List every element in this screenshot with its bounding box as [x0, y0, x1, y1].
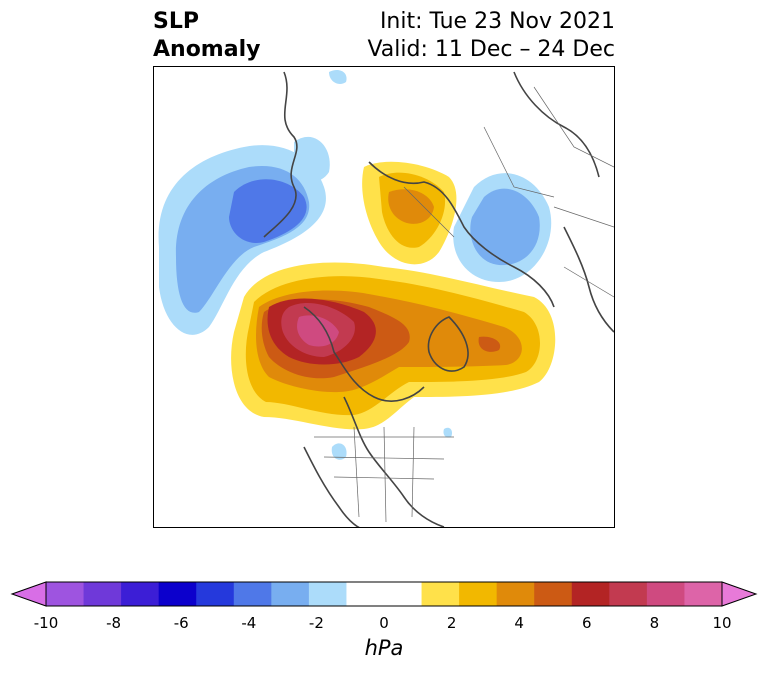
colorbar-segment [534, 582, 573, 606]
colorbar-segment [346, 582, 385, 606]
colorbar [10, 581, 758, 607]
coastlines [263, 71, 614, 527]
colorbar-segment [121, 582, 160, 606]
colorbar-tick-label: 0 [379, 614, 389, 632]
negative-anomaly-asia [329, 70, 552, 282]
colorbar-unit-label: hPa [364, 636, 404, 660]
colorbar-extend-min [10, 581, 47, 607]
colorbar-tick-label: -10 [33, 614, 59, 632]
positive-anomaly-eurasia [362, 161, 457, 265]
colorbar-tick-label: 8 [649, 614, 660, 632]
valid-range: Valid: 11 Dec – 24 Dec [367, 37, 615, 62]
colorbar-tick-label: 6 [582, 614, 592, 632]
anomaly-map [158, 70, 614, 527]
colorbar-tick-label: -4 [241, 614, 257, 632]
colorbar-tick-label: 4 [514, 614, 524, 632]
title-slp: SLP [153, 9, 199, 34]
negative-anomaly-pacific [158, 136, 330, 335]
colorbar-segment [46, 582, 85, 606]
colorbar-segment [271, 582, 310, 606]
map-title-left: SLP Anomaly [153, 8, 260, 64]
positive-anomaly-arctic [231, 262, 556, 430]
colorbar-segment [496, 582, 535, 606]
colorbar-segment [684, 582, 723, 606]
colorbar-tick-label: -6 [173, 614, 189, 632]
init-date: Init: Tue 23 Nov 2021 [379, 9, 615, 34]
colorbar-segments [10, 581, 758, 607]
map-title-right: Init: Tue 23 Nov 2021 Valid: 11 Dec – 24… [367, 8, 615, 64]
colorbar-segment [196, 582, 235, 606]
colorbar-segment [83, 582, 122, 606]
borders [314, 86, 614, 523]
colorbar-tick-label: -2 [308, 614, 324, 632]
colorbar-tick-label: 10 [712, 614, 732, 632]
title-anomaly: Anomaly [153, 37, 261, 62]
colorbar-border [45, 581, 723, 607]
colorbar-tick-label: -8 [106, 614, 122, 632]
colorbar-segment [308, 582, 347, 606]
colorbar-segment [571, 582, 610, 606]
map-panel [153, 66, 615, 528]
colorbar-segment [421, 582, 460, 606]
colorbar-segment [233, 582, 272, 606]
negative-anomaly-us [331, 427, 453, 460]
colorbar-extend-max [721, 581, 758, 607]
colorbar-segment [646, 582, 685, 606]
colorbar-segment [609, 582, 648, 606]
colorbar-segment [459, 582, 498, 606]
colorbar-segment [384, 582, 423, 606]
colorbar-segment [158, 582, 197, 606]
colorbar-tick-label: 2 [446, 614, 457, 632]
